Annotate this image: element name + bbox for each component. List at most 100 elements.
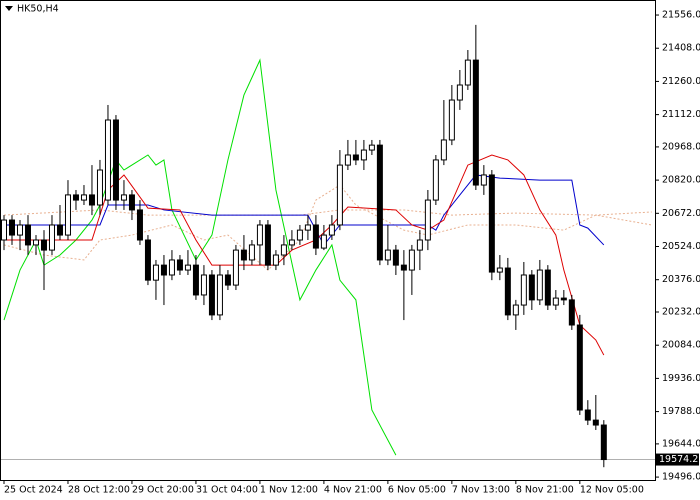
candle-body (72, 194, 79, 201)
candle-body (8, 219, 15, 236)
x-tick-label: 25 Oct 2024 (4, 485, 63, 496)
candle-body (128, 194, 135, 211)
x-tick-label: 31 Oct 04:00 (196, 485, 258, 496)
candle-body (176, 259, 183, 271)
symbol-marker (5, 6, 13, 11)
candle-body (104, 119, 111, 201)
candle-body (456, 84, 463, 101)
y-tick-label: 19496.0 (662, 472, 700, 483)
candle-body (320, 234, 327, 249)
candle-body (408, 249, 415, 271)
y-tick-label: 20084.0 (662, 340, 700, 351)
candle-body (392, 249, 399, 266)
candles (0, 24, 607, 468)
candle-body (16, 224, 23, 236)
candle-body (88, 194, 95, 206)
y-tick-label: 21260.0 (662, 76, 700, 87)
candle-body (384, 249, 391, 261)
y-tick-label: 20232.0 (662, 307, 700, 318)
candle-body (376, 144, 383, 261)
candle-body (24, 224, 31, 246)
candle-body (64, 194, 71, 236)
candle-body (344, 154, 351, 166)
candle-body (272, 254, 279, 266)
candle-body (56, 224, 63, 236)
candle-body (192, 264, 199, 296)
y-tick-label: 20672.0 (662, 208, 700, 219)
candle-body (536, 269, 543, 301)
candle-body (512, 304, 519, 316)
y-tick-label: 19788.0 (662, 406, 700, 417)
x-tick-label: 1 Nov 12:00 (260, 485, 318, 496)
candle-body (336, 164, 343, 226)
candle-body (528, 274, 535, 301)
candle-body (472, 59, 479, 186)
candle-body (120, 194, 127, 201)
candle-body (144, 239, 151, 281)
candle-body (544, 269, 551, 306)
candle-body (224, 274, 231, 286)
last-price-tag (656, 453, 699, 466)
x-tick-label: 7 Nov 13:00 (452, 485, 510, 496)
y-tick-label: 20524.0 (662, 241, 700, 252)
candle-body (40, 239, 47, 251)
candle-body (296, 229, 303, 241)
candle-body (160, 264, 167, 276)
y-tick-label: 19936.0 (662, 373, 700, 384)
candle-body (200, 274, 207, 296)
candle-body (368, 144, 375, 151)
candle-body (216, 274, 223, 316)
candle-body (488, 174, 495, 273)
candle-body (184, 264, 191, 271)
candle-body (248, 244, 255, 261)
candle-body (496, 267, 503, 273)
x-tick-label: 6 Nov 05:00 (388, 485, 446, 496)
candle-body (448, 99, 455, 141)
candle-body (424, 199, 431, 241)
candle-body (600, 424, 607, 461)
candle-body (256, 224, 263, 246)
candle-body (504, 267, 511, 316)
indicator-line (3, 184, 652, 271)
candle-body (432, 159, 439, 201)
candle-body (352, 154, 359, 161)
candle-body (288, 239, 295, 246)
plot-frame (0, 0, 656, 481)
candle-body (568, 299, 575, 326)
candle-body (96, 169, 103, 206)
candle-body (400, 264, 407, 271)
candle-body (584, 409, 591, 421)
y-tick-label: 20820.0 (662, 175, 700, 186)
candle-body (240, 249, 247, 261)
candle-body (328, 224, 335, 236)
x-tick-label: 4 Nov 21:00 (324, 485, 382, 496)
candle-body (464, 59, 471, 86)
x-tick-label: 29 Oct 20:00 (132, 485, 194, 496)
candle-body (112, 119, 119, 201)
candle-body (136, 209, 143, 241)
y-tick-label: 21408.0 (662, 43, 700, 54)
y-tick-label: 21112.0 (662, 109, 700, 120)
candle-body (360, 149, 367, 161)
candle-body (480, 174, 487, 186)
last-price-label: 19574.2 (659, 454, 698, 465)
candle-body (576, 324, 583, 411)
y-tick-label: 19644.0 (662, 438, 700, 449)
indicator-line (4, 154, 605, 356)
chart-title: HK50,H4 (17, 4, 59, 15)
candle-body (208, 274, 215, 316)
x-tick-label: 8 Nov 21:00 (516, 485, 574, 496)
candle-body (416, 239, 423, 251)
candle-body (152, 264, 159, 281)
x-tick-label: 12 Nov 05:00 (580, 485, 644, 496)
candle-body (0, 219, 7, 241)
plot-area (0, 24, 655, 468)
candle-body (560, 297, 567, 301)
candle-body (440, 139, 447, 161)
y-tick-label: 21556.0 (662, 10, 700, 21)
candle-body (168, 259, 175, 276)
candle-body (552, 297, 559, 306)
